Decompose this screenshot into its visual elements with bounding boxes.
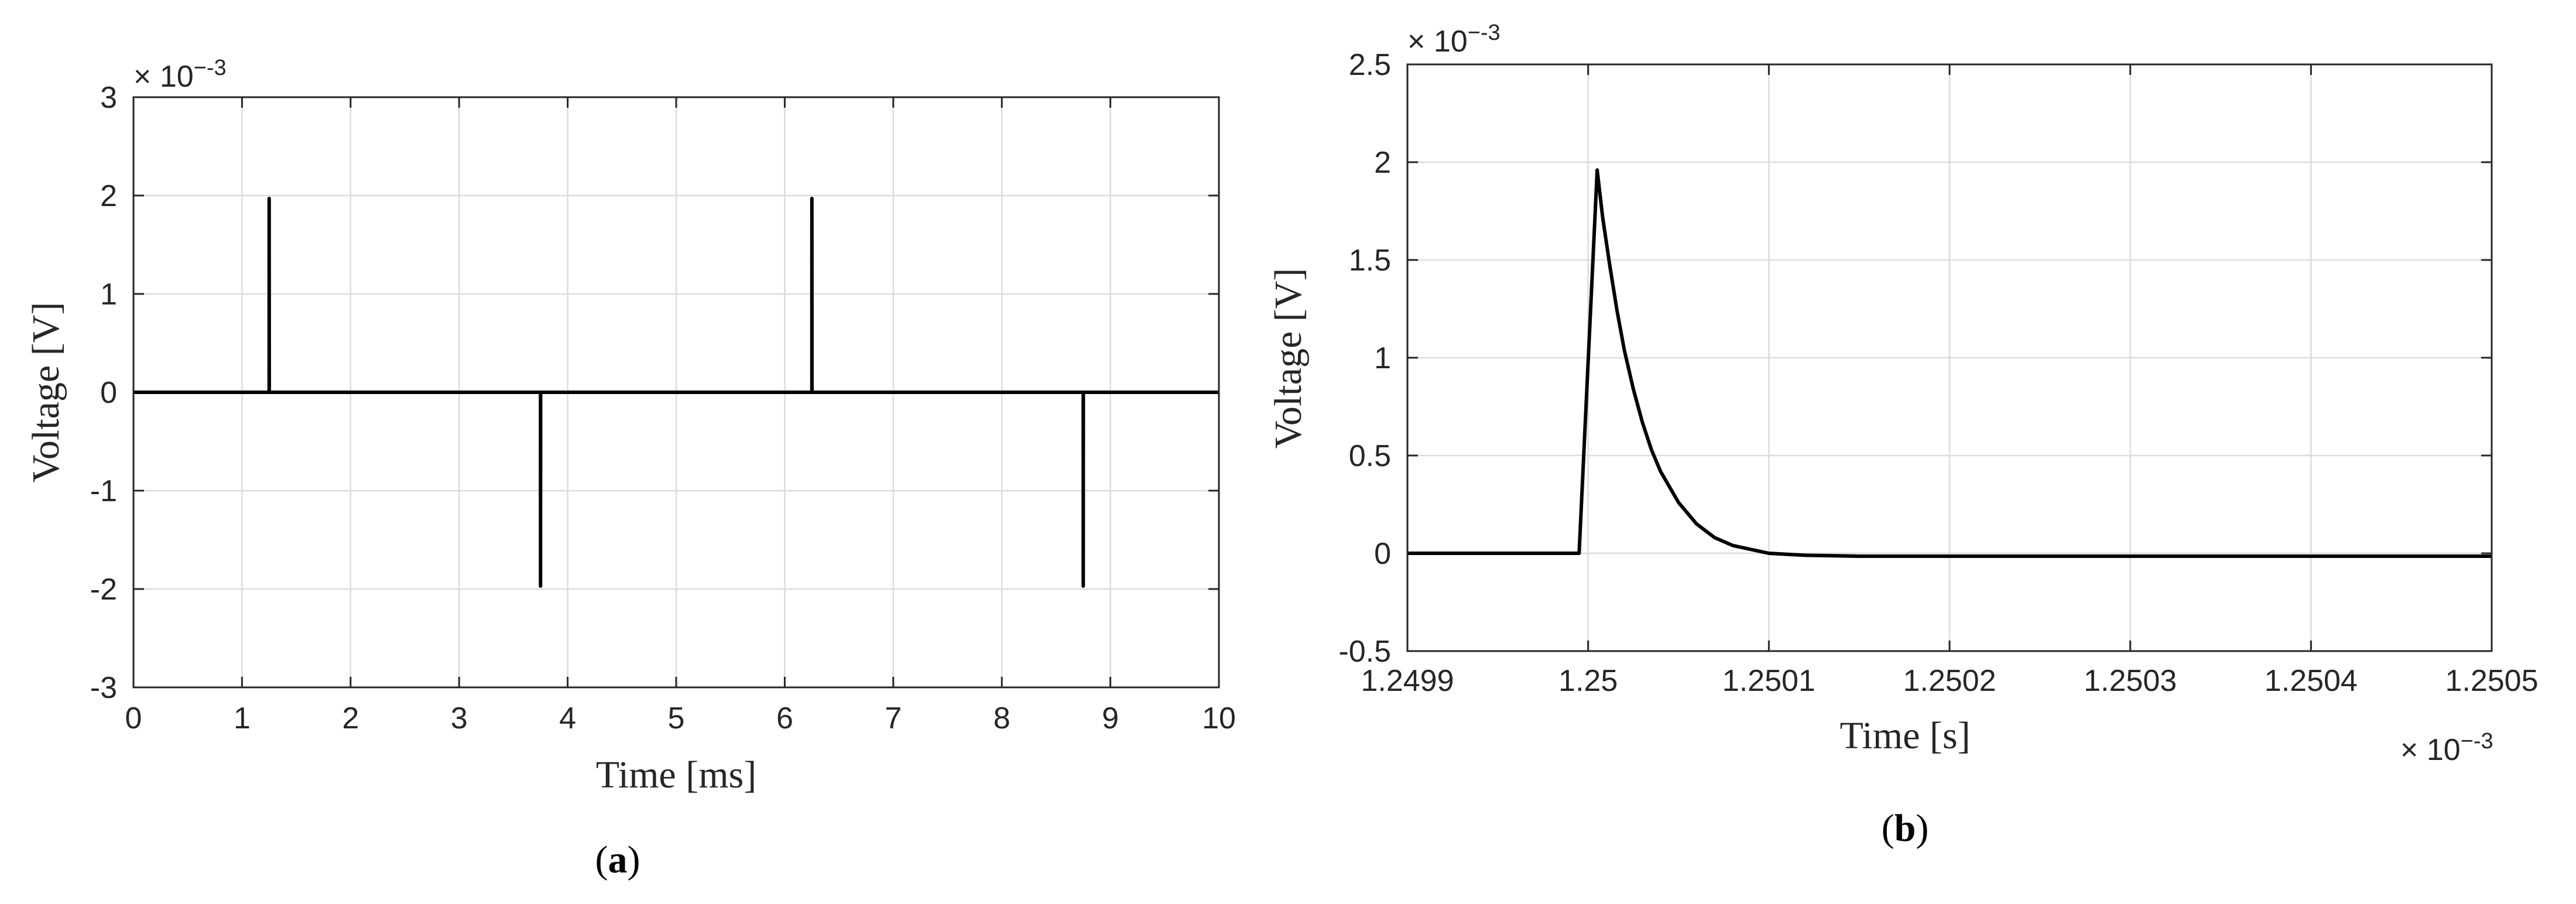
axes-box-b: [1406, 63, 2493, 652]
x-tick-label: 1.2503: [2084, 664, 2177, 698]
y-tick-label: 2.5: [1349, 48, 1391, 82]
y-tick-label: -1: [90, 474, 117, 508]
x-axis-label-a: Time [ms]: [596, 754, 756, 796]
x-tick-label: 10: [1202, 701, 1236, 735]
x-tick-label: 4: [559, 701, 576, 735]
y-tick-label: 1.5: [1349, 244, 1391, 278]
y-tick-label: -0.5: [1338, 635, 1391, 669]
y-tick-label: 0: [1374, 537, 1391, 571]
grid-b: [1407, 64, 2492, 651]
series-group-b: [1407, 168, 2492, 559]
y-tick-label: 2: [1374, 146, 1391, 180]
y-exponent-value-a: -3: [207, 56, 227, 80]
axes-box-a: [132, 96, 1220, 689]
y-tick-label: -3: [90, 671, 117, 705]
y-tick-label: 0: [100, 376, 117, 410]
panel-letter-a: a: [608, 838, 628, 881]
chart-panel-b: 1.2499 1.25 1.2501 1.2502 1.2503 1.2504 1.2505…: [1267, 20, 2539, 850]
x-tick-label: 5: [668, 701, 685, 735]
y-axis-label-b: Voltage [V]: [1267, 268, 1310, 449]
x-tick-label: 3: [451, 701, 468, 735]
x-exponent-value-b: -3: [2474, 729, 2493, 754]
y-exponent-value-b: -3: [1481, 20, 1501, 45]
x-tick-label: 6: [776, 701, 793, 735]
y-tick-label: -2: [90, 573, 117, 607]
y-tick-label: 0.5: [1349, 439, 1391, 473]
y-axis-label-a: Voltage [V]: [25, 302, 67, 483]
series-line-voltage: [133, 197, 1219, 588]
x-tick-label: 9: [1102, 701, 1119, 735]
x-tick-label: 1.2499: [1361, 664, 1454, 698]
x-tick-label: 1: [234, 701, 251, 735]
ticks-a: 0 1 2 3 4 5 6 7 8 9 10 -3 -2 -1 0 1 2 3: [90, 81, 1236, 735]
x-tick-label: 0: [125, 701, 142, 735]
chart-panel-a: 0 1 2 3 4 5 6 7 8 9 10 -3 -2 -1 0 1 2 3 Time [ms] Voltage…: [25, 56, 1236, 881]
panel-label-b: (b): [1882, 807, 1929, 850]
y-tick-label: 1: [100, 278, 117, 311]
y-tick-label: 1: [1374, 341, 1391, 375]
x-axis-label-b: Time [s]: [1839, 714, 1970, 757]
x-tick-label: 8: [994, 701, 1010, 735]
x-tick-label: 1.2505: [2445, 664, 2538, 698]
x-tick-label: 1.25: [1558, 664, 1618, 698]
x-tick-label: 1.2501: [1722, 664, 1815, 698]
x-tick-label: 7: [885, 701, 902, 735]
x-tick-label: 1.2504: [2265, 664, 2358, 698]
panel-letter-b: b: [1895, 807, 1916, 850]
y-tick-label: 3: [100, 81, 117, 115]
series-group-a: [133, 197, 1219, 588]
y-tick-label: 2: [100, 179, 117, 213]
series-line-voltage: [1407, 168, 2492, 559]
panel-label-a: (a): [595, 838, 640, 881]
x-tick-label: 2: [342, 701, 359, 735]
x-tick-label: 1.2502: [1903, 664, 1996, 698]
